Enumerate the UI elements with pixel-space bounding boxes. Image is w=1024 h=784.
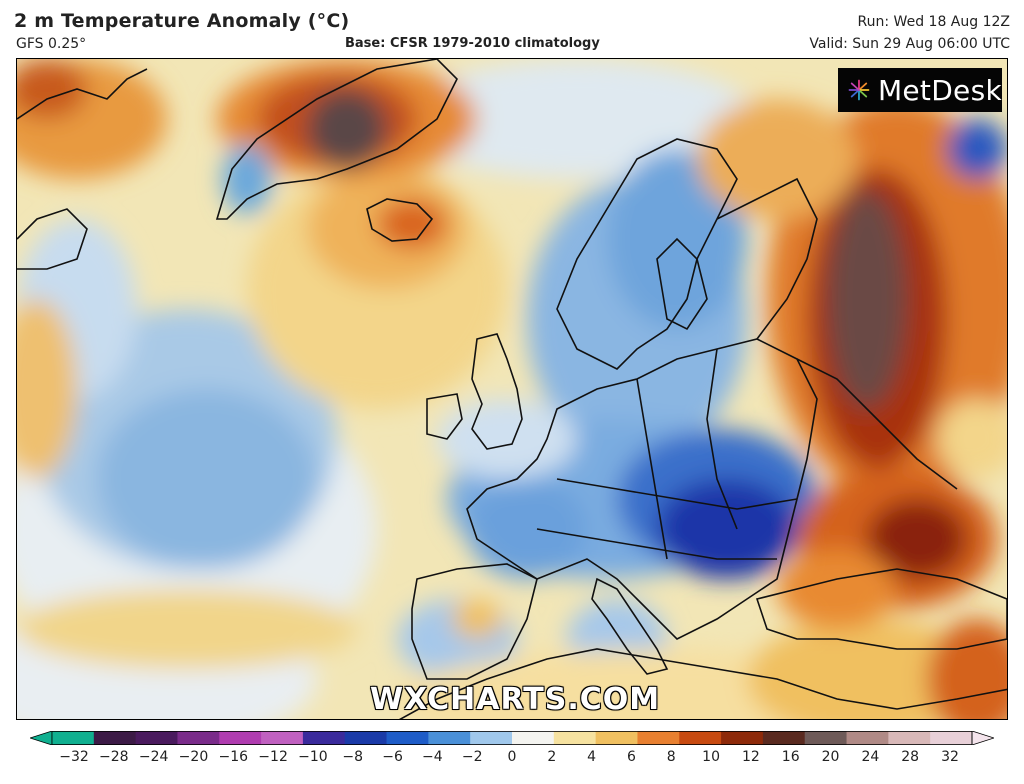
colorbar-tick-label: 2 (547, 749, 557, 765)
colorbar-tick-label: 24 (861, 749, 880, 765)
climatology-base-label: Base: CFSR 1979-2010 climatology (345, 36, 600, 51)
valid-time-label: Valid: Sun 29 Aug 06:00 UTC (809, 36, 1010, 52)
colorbar-tick-label: −8 (342, 749, 364, 765)
metdesk-logo: MetDesk (838, 68, 1002, 112)
colorbar-segment (52, 731, 95, 745)
colorbar-tick-label: 20 (821, 749, 840, 765)
colorbar-tick-label: −2 (461, 749, 483, 765)
metdesk-burst-icon (848, 79, 870, 101)
colorbar-tick-label: 28 (901, 749, 920, 765)
wxcharts-watermark: WXCHARTS.COM (370, 682, 661, 717)
colorbar-tick-label: −12 (258, 749, 288, 765)
colorbar-segment (679, 731, 722, 745)
colorbar-tick-label: 12 (741, 749, 760, 765)
colorbar-tick-label: −28 (99, 749, 129, 765)
colorbar-segment (344, 731, 388, 745)
colorbar-tick-label: −10 (298, 749, 328, 765)
colorbar-segment (762, 731, 806, 745)
colorbar-tick-label: −4 (422, 749, 443, 765)
colorbar-tick-label: 10 (702, 749, 720, 765)
anomaly-field (17, 59, 1007, 719)
colorbar-segment (428, 731, 471, 745)
colorbar-tick-label: −6 (382, 749, 403, 765)
colorbar-arrow-right (971, 730, 996, 746)
model-label: GFS 0.25° (16, 36, 87, 52)
colorbar-segment (177, 731, 220, 745)
colorbar-tick-label: −16 (218, 749, 249, 765)
colorbar-border (51, 731, 973, 745)
colorbar-segment (261, 731, 304, 745)
colorbar-segment (93, 731, 137, 745)
colorbar-segment (553, 731, 597, 745)
metdesk-logo-text: MetDesk (877, 73, 1002, 107)
colorbar-segment (721, 731, 764, 745)
colorbar-segment (512, 731, 555, 745)
colorbar-segment (637, 731, 680, 745)
colorbar-tick-label: −32 (59, 749, 89, 765)
map-canvas (17, 59, 1007, 719)
map-title: 2 m Temperature Anomaly (°C) (14, 10, 350, 32)
colorbar-segment (888, 731, 931, 745)
colorbar-tick-label: 0 (507, 749, 517, 765)
run-time-label: Run: Wed 18 Aug 12Z (857, 14, 1010, 30)
colorbar-tick-label: 8 (666, 749, 676, 765)
colorbar-segment (302, 731, 346, 745)
colorbar-segment (804, 731, 848, 745)
colorbar (28, 730, 996, 746)
colorbar-segment (386, 731, 429, 745)
colorbar-arrow-left (28, 730, 53, 746)
colorbar-segment (846, 731, 889, 745)
colorbar-segment (595, 731, 638, 745)
colorbar-graphic (28, 730, 996, 746)
anomaly-map (16, 58, 1008, 720)
colorbar-segment (135, 731, 178, 745)
colorbar-segment (930, 731, 973, 745)
colorbar-tick-label: −24 (138, 749, 169, 765)
colorbar-tick-label: 4 (587, 749, 597, 765)
colorbar-segment (470, 731, 513, 745)
colorbar-tick-label: 16 (781, 749, 800, 765)
colorbar-tick-label: −20 (178, 749, 209, 765)
colorbar-tick-label: 6 (626, 749, 636, 765)
coastlines (17, 59, 1007, 719)
colorbar-tick-label: 32 (941, 749, 959, 765)
colorbar-ticks: −32 −28 −24 −20 −16 −12 −10 −8 −6 −4 −2 0 2 4 6 8 10 12 16… (0, 749, 1024, 769)
colorbar-segment (219, 731, 262, 745)
